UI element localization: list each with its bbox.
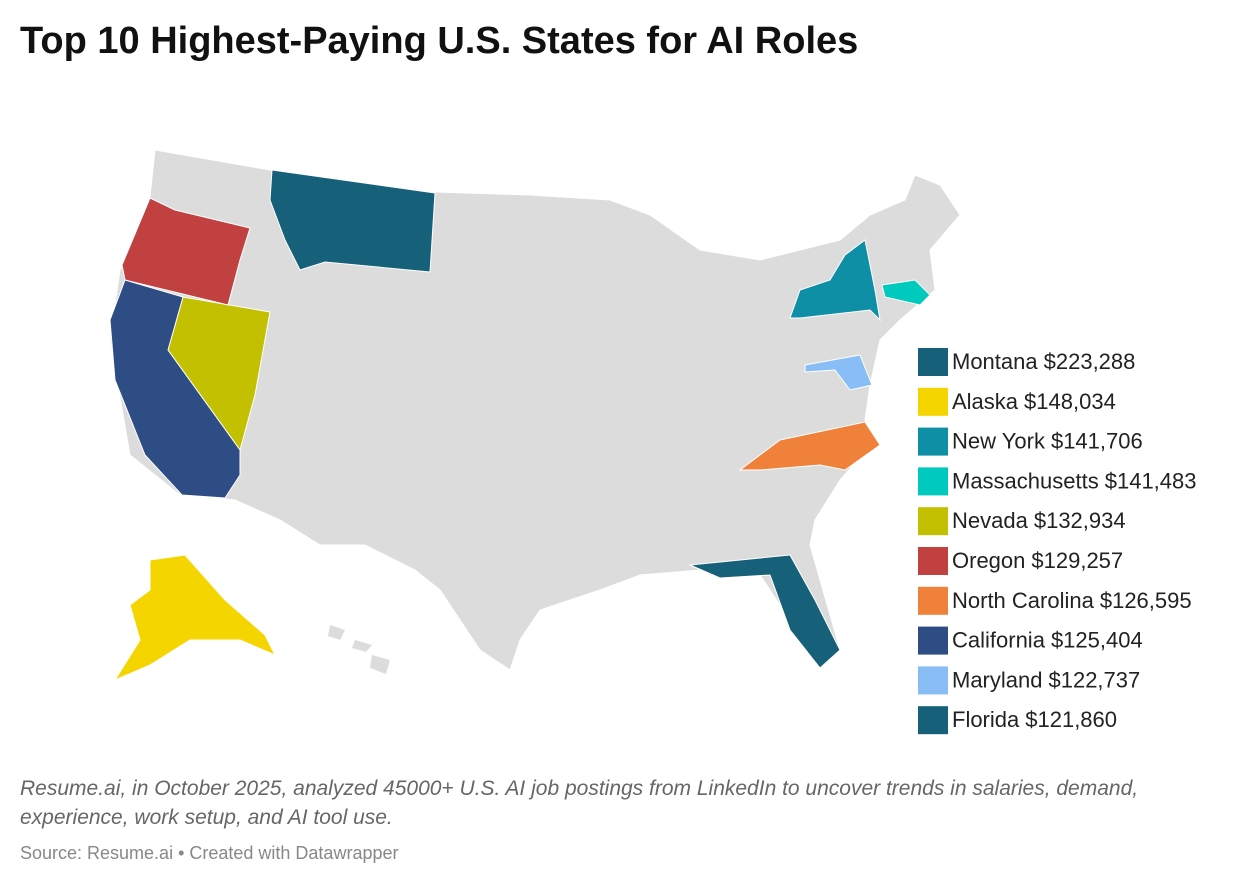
legend-swatch <box>918 586 948 615</box>
legend-label: Oregon $129,257 <box>952 548 1123 573</box>
value-label: $125,404 <box>1051 627 1143 652</box>
state-name: New York <box>952 428 1046 453</box>
legend-swatch <box>918 666 948 695</box>
state <box>113 554 277 682</box>
legend-label: California $125,404 <box>952 627 1143 652</box>
value-label: $126,595 <box>1100 588 1192 613</box>
legend-label: Nevada $132,934 <box>952 508 1126 533</box>
value-label: $148,034 <box>1024 389 1116 414</box>
source: Source: Resume.ai • Created with Datawra… <box>20 843 399 863</box>
legend-label: Montana $223,288 <box>952 349 1135 374</box>
state <box>881 279 931 306</box>
state-name: North Carolina <box>952 588 1095 613</box>
legend-label: Alaska $148,034 <box>952 389 1116 414</box>
value-label: $141,706 <box>1051 428 1143 453</box>
legend-label: Maryland $122,737 <box>952 667 1140 692</box>
state-name: Maryland <box>952 667 1042 692</box>
legend-swatch <box>918 507 948 536</box>
state <box>789 239 881 322</box>
value-label: $129,257 <box>1031 548 1123 573</box>
legend-label: New York $141,706 <box>952 428 1143 453</box>
legend-label: North Carolina $126,595 <box>952 588 1192 613</box>
state-name: California <box>952 627 1046 652</box>
legend-swatch <box>918 467 948 496</box>
legend-swatch <box>918 348 948 376</box>
value-label: $121,860 <box>1025 707 1117 732</box>
hawaii <box>352 640 372 652</box>
state-name: Florida <box>952 707 1020 732</box>
state-name: Alaska <box>952 389 1019 414</box>
value-label: $132,934 <box>1034 508 1126 533</box>
note: Resume.ai, in October 2025, analyzed 450… <box>20 777 1139 829</box>
legend-swatch <box>918 626 948 655</box>
legend-swatch <box>918 387 948 416</box>
value-label: $223,288 <box>1044 349 1136 374</box>
state <box>738 421 881 471</box>
value-label: $122,737 <box>1048 667 1140 692</box>
state <box>804 354 873 391</box>
us-outline <box>109 149 961 671</box>
legend-swatch <box>918 547 948 575</box>
state <box>109 279 241 499</box>
chart-title: Top 10 Highest-Paying U.S. States for AI… <box>20 20 859 62</box>
legend-label: Florida $121,860 <box>952 707 1117 732</box>
state-name: Oregon <box>952 548 1025 573</box>
state <box>688 554 841 669</box>
legend-swatch <box>918 427 948 456</box>
hawaii <box>370 655 390 674</box>
legend-swatch <box>918 706 948 735</box>
state <box>121 197 251 306</box>
state-name: Nevada <box>952 508 1029 533</box>
legend-label: Massachusetts $141,483 <box>952 468 1197 493</box>
state-name: Massachusetts <box>952 468 1099 493</box>
hawaii <box>328 625 345 640</box>
state-name: Montana <box>952 349 1038 374</box>
value-label: $141,483 <box>1105 468 1197 493</box>
state <box>269 169 436 273</box>
